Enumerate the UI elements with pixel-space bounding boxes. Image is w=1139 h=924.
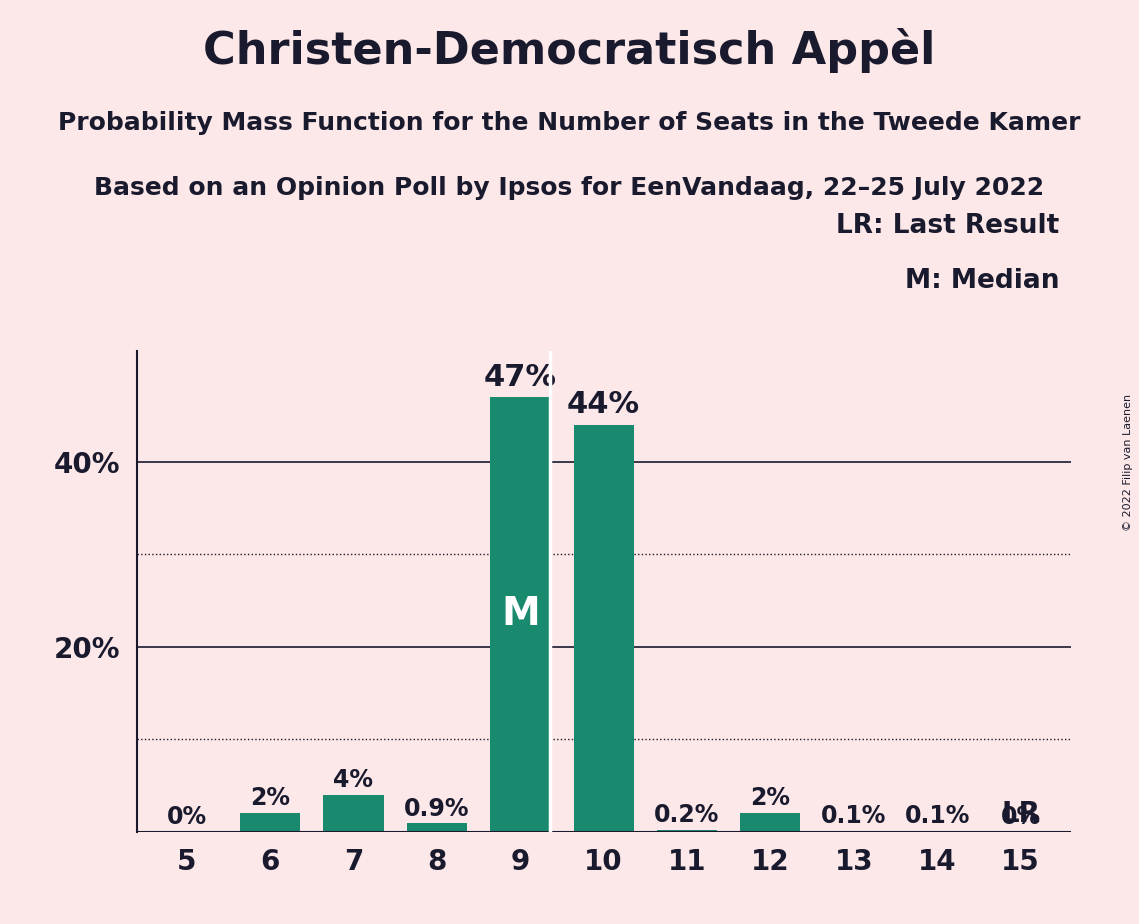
Text: 0.1%: 0.1% <box>821 804 886 828</box>
Text: LR: Last Result: LR: Last Result <box>836 213 1059 238</box>
Text: M: Median: M: Median <box>904 268 1059 294</box>
Text: © 2022 Filip van Laenen: © 2022 Filip van Laenen <box>1123 394 1133 530</box>
Text: LR: LR <box>1001 800 1040 828</box>
Text: 2%: 2% <box>751 786 790 810</box>
Text: 0.9%: 0.9% <box>404 796 469 821</box>
Bar <box>907 831 967 832</box>
Text: 0%: 0% <box>1000 805 1041 829</box>
Bar <box>240 813 300 832</box>
Text: 0%: 0% <box>166 805 207 829</box>
Text: M: M <box>501 595 540 634</box>
Text: 4%: 4% <box>334 768 374 792</box>
Text: Based on an Opinion Poll by Ipsos for EenVandaag, 22–25 July 2022: Based on an Opinion Poll by Ipsos for Ee… <box>95 176 1044 200</box>
Bar <box>490 397 550 832</box>
Bar <box>574 425 633 832</box>
Text: 47%: 47% <box>484 363 557 392</box>
Text: 44%: 44% <box>567 391 640 419</box>
Bar <box>657 830 718 832</box>
Bar <box>323 795 384 832</box>
Text: Christen-Democratisch Appèl: Christen-Democratisch Appèl <box>204 28 935 73</box>
Bar <box>823 831 884 832</box>
Text: Probability Mass Function for the Number of Seats in the Tweede Kamer: Probability Mass Function for the Number… <box>58 111 1081 135</box>
Text: 0.2%: 0.2% <box>655 803 720 827</box>
Bar <box>407 823 467 832</box>
Text: 0.1%: 0.1% <box>904 804 970 828</box>
Bar <box>740 813 801 832</box>
Text: 2%: 2% <box>251 786 290 810</box>
